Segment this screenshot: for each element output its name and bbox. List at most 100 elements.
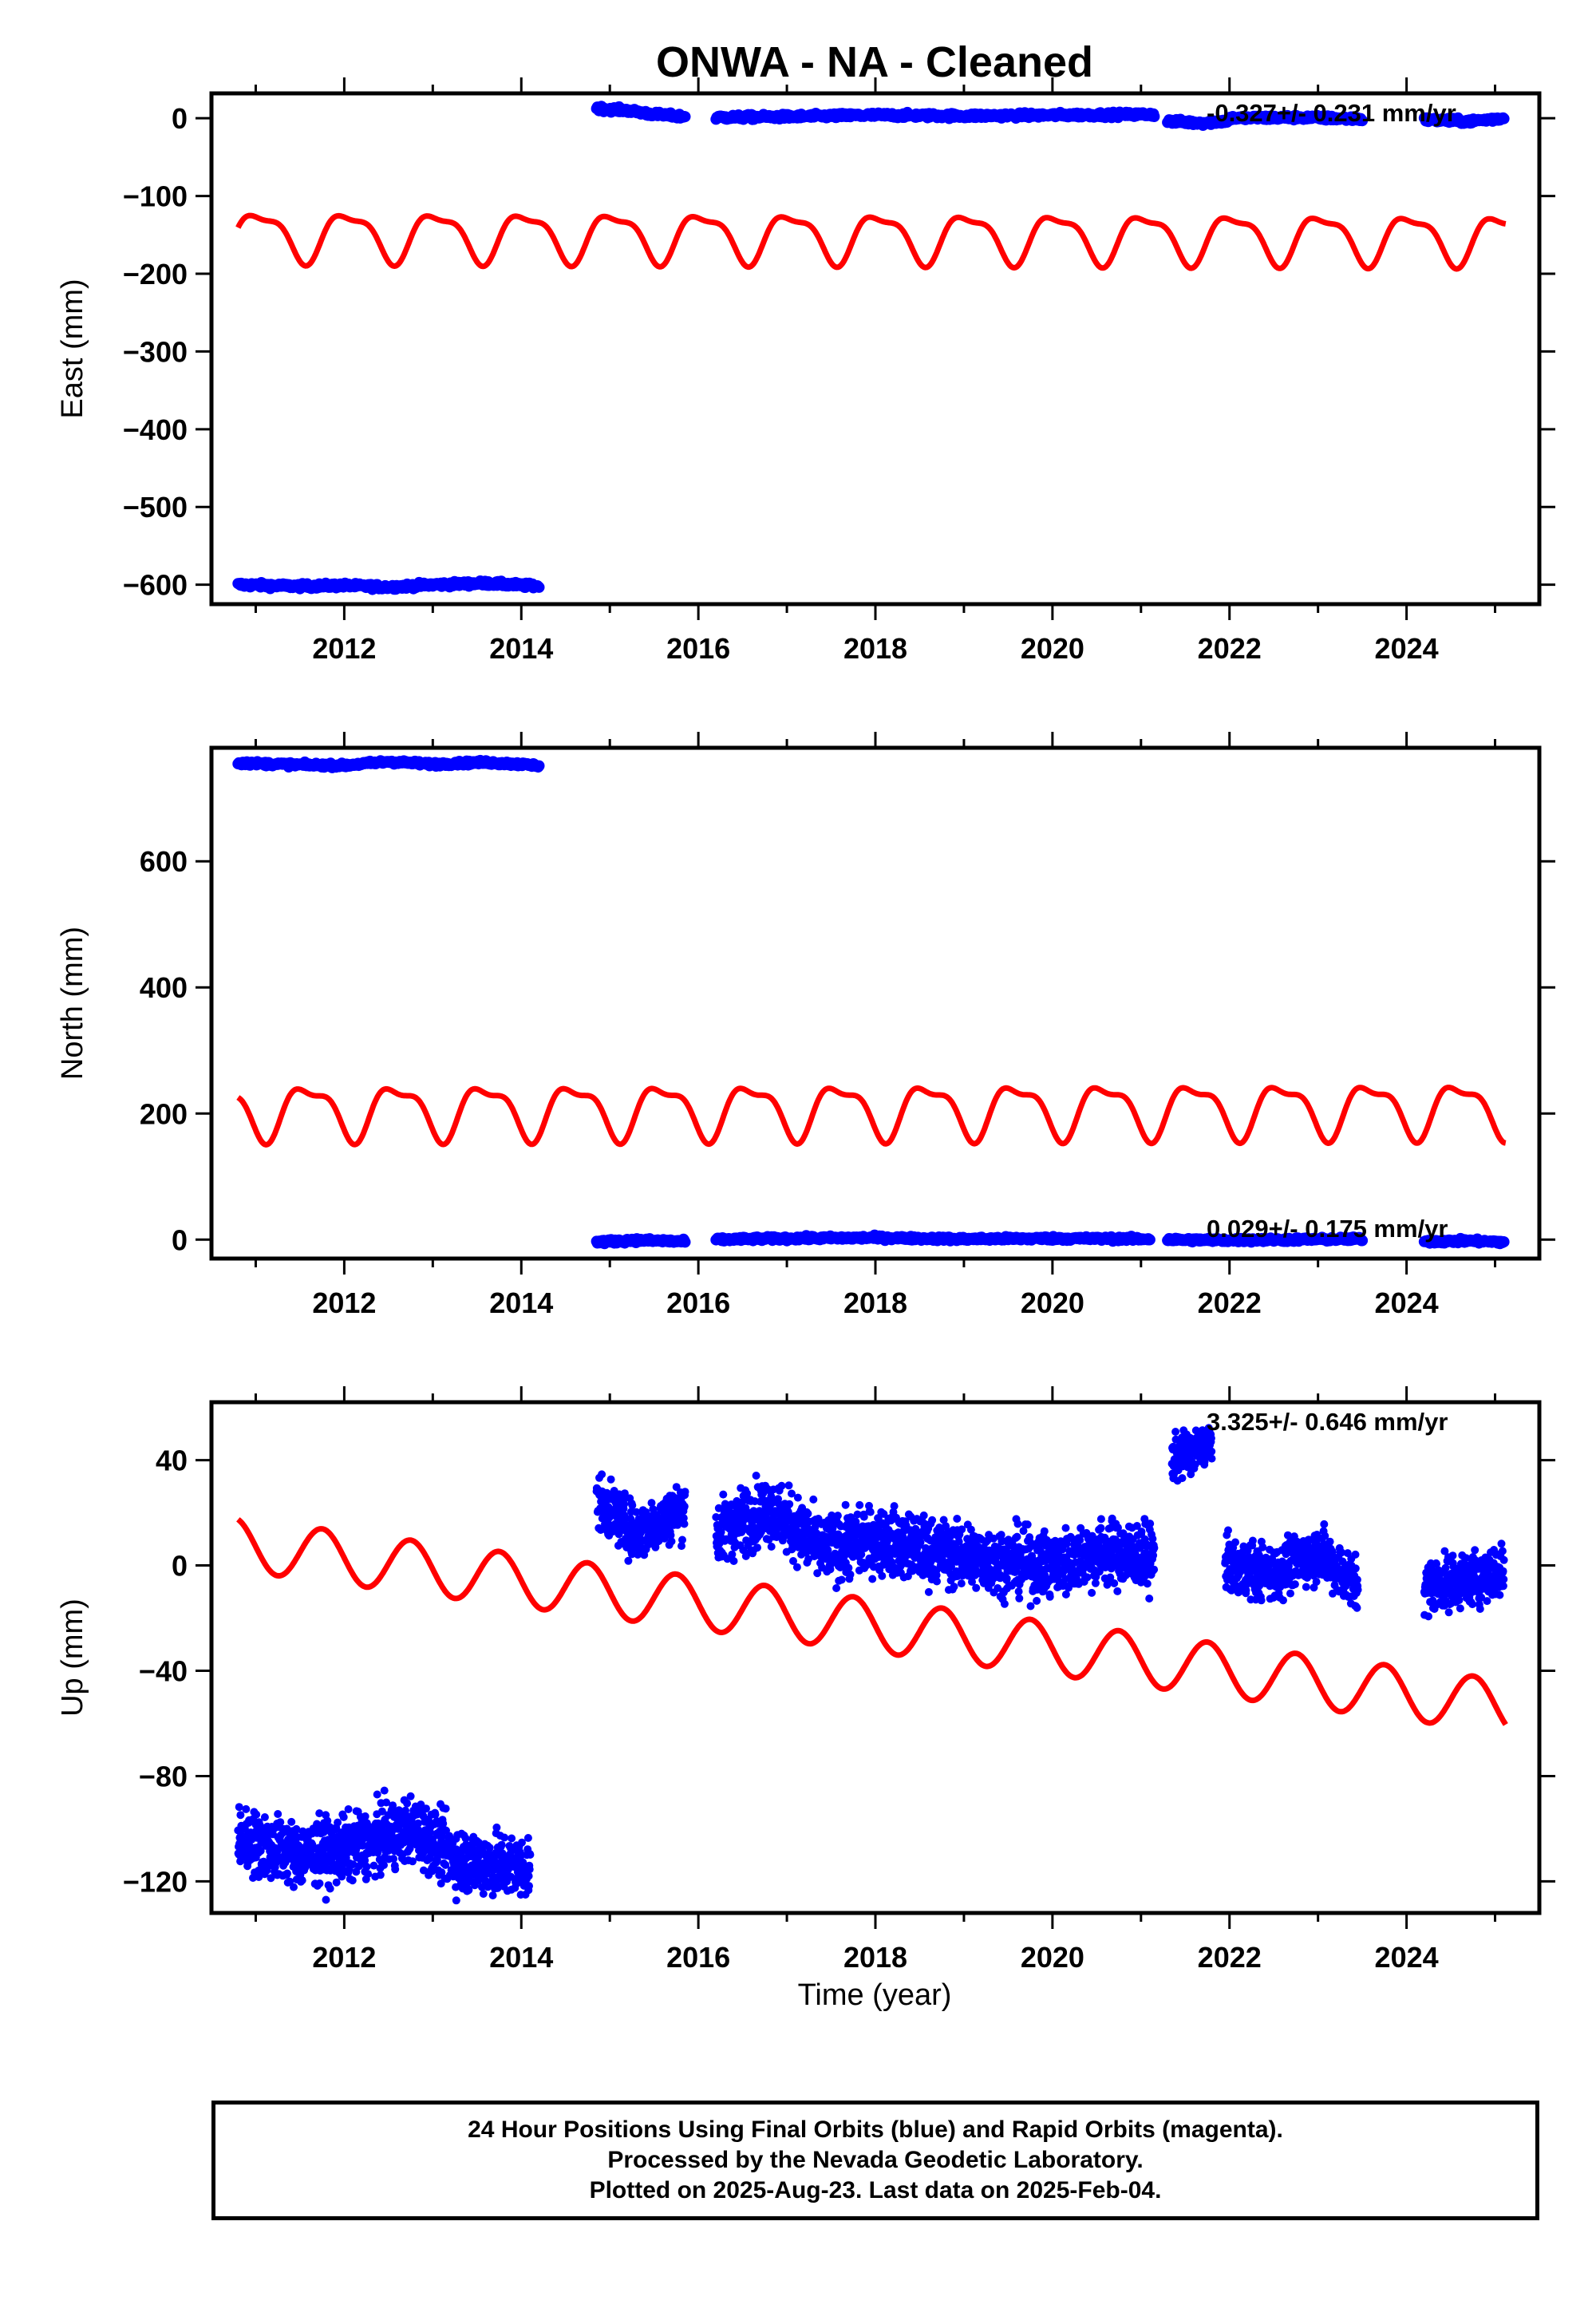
observed-point xyxy=(789,1557,797,1565)
observed-point xyxy=(1148,111,1160,122)
observed-point xyxy=(500,1833,509,1842)
observed-point xyxy=(620,1500,629,1508)
observed-point xyxy=(878,1571,887,1580)
observed-point xyxy=(274,1810,282,1818)
observed-point xyxy=(431,1810,440,1819)
observed-point xyxy=(488,1891,497,1899)
x-tick-label: 2016 xyxy=(666,632,730,665)
observed-point xyxy=(323,1816,332,1825)
observed-point xyxy=(518,1838,526,1847)
observed-point xyxy=(813,1569,822,1578)
observed-point xyxy=(526,1851,535,1859)
observed-point xyxy=(533,581,545,593)
x-tick-label: 2014 xyxy=(489,632,553,665)
observed-point xyxy=(832,1584,841,1592)
observed-point xyxy=(339,1812,348,1821)
y-axis-label: East (mm) xyxy=(56,279,89,418)
observed-point xyxy=(485,1844,494,1852)
observed-point xyxy=(679,1514,688,1523)
observed-point xyxy=(598,1470,606,1479)
observed-point xyxy=(235,1803,243,1812)
observed-point xyxy=(391,1865,400,1874)
x-tick-label: 2018 xyxy=(843,632,907,665)
observed-point xyxy=(784,1481,793,1490)
observed-point xyxy=(439,1819,448,1828)
observed-point xyxy=(315,1879,324,1887)
observed-point xyxy=(743,1489,752,1498)
x-tick-label: 2012 xyxy=(312,632,376,665)
panel-frame xyxy=(209,745,1542,1261)
y-axis-label: North (mm) xyxy=(56,927,89,1080)
observed-point xyxy=(283,1869,291,1878)
observed-point xyxy=(837,1575,846,1584)
observed-point xyxy=(606,1475,615,1484)
x-tick-label: 2020 xyxy=(1021,632,1084,665)
observed-point xyxy=(315,1809,324,1818)
x-tick-label: 2016 xyxy=(666,1286,730,1319)
observed-point xyxy=(406,1792,415,1800)
panel-3: 2012 2014 2016 2018 2020 2022 2024400−40−80−12… xyxy=(56,1386,1555,1974)
y-tick-label: −200 xyxy=(123,258,188,290)
x-tick-label: 2018 xyxy=(843,1286,907,1319)
observed-point xyxy=(767,1543,776,1551)
observed-point xyxy=(267,1874,275,1883)
observed-point xyxy=(753,1543,761,1552)
observed-point xyxy=(680,1502,689,1511)
observed-point xyxy=(1357,1235,1369,1247)
observed-point xyxy=(681,1488,689,1496)
observed-point xyxy=(497,1840,506,1849)
observed-point xyxy=(788,1489,796,1498)
observed-point xyxy=(361,1856,369,1865)
observed-point xyxy=(441,1860,450,1869)
observed-point xyxy=(853,1510,862,1519)
observed-point xyxy=(679,111,691,123)
observed-point xyxy=(380,1861,388,1869)
observed-point xyxy=(292,1824,301,1833)
observed-point xyxy=(809,1495,818,1504)
observed-point xyxy=(826,1565,835,1574)
observed-point xyxy=(422,1804,430,1813)
observed-point xyxy=(380,1786,389,1795)
observed-point xyxy=(479,1890,488,1898)
observed-point xyxy=(855,1500,864,1509)
observed-points xyxy=(232,101,1510,595)
observed-point xyxy=(286,1877,294,1886)
model-curve xyxy=(236,1517,1508,1726)
observed-point xyxy=(729,1557,738,1565)
observed-point xyxy=(236,1857,245,1866)
observed-point xyxy=(1498,1236,1510,1248)
observed-point xyxy=(717,1528,725,1536)
observed-point xyxy=(369,1861,378,1870)
rate-annotation: -0.327+/- 0.231 mm/yr xyxy=(1207,99,1456,127)
y-tick-label: 400 xyxy=(140,971,188,1004)
observed-point xyxy=(236,1811,245,1820)
panel-frame xyxy=(209,91,1542,607)
observed-point xyxy=(859,1512,868,1521)
observed-point xyxy=(252,1810,261,1819)
x-tick-label: 2014 xyxy=(489,1286,553,1319)
observed-point xyxy=(632,1508,641,1516)
observed-point xyxy=(1498,113,1510,124)
observed-point xyxy=(260,1813,269,1821)
observed-point xyxy=(441,1804,450,1813)
y-tick-label: −300 xyxy=(123,335,188,368)
observed-point xyxy=(276,1818,285,1827)
observed-point xyxy=(833,1512,842,1520)
observed-point xyxy=(851,1517,860,1526)
x-tick-label: 2024 xyxy=(1375,632,1439,665)
observed-point xyxy=(326,1884,334,1893)
observed-point xyxy=(1357,115,1369,127)
observed-point xyxy=(525,1865,534,1874)
observed-point xyxy=(624,1556,633,1565)
observed-point xyxy=(461,1834,470,1843)
observed-point xyxy=(1144,1234,1156,1246)
observed-point xyxy=(752,1472,760,1480)
y-tick-label: −500 xyxy=(123,491,188,524)
observed-point xyxy=(382,1798,391,1807)
y-tick-label: 600 xyxy=(140,845,188,878)
observed-point xyxy=(523,1834,532,1842)
x-tick-label: 2024 xyxy=(1375,1286,1439,1319)
observed-point xyxy=(362,1863,371,1871)
observed-point xyxy=(256,1847,265,1856)
observed-point xyxy=(678,1535,686,1544)
